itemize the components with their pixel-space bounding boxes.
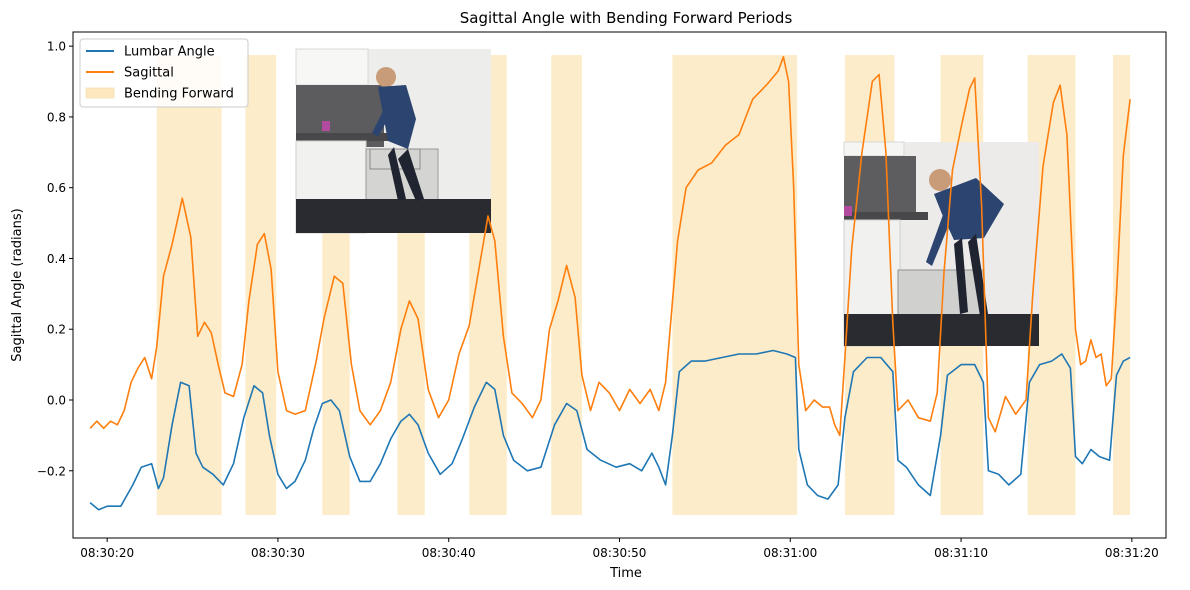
- series-line-sagittal: [89, 56, 1131, 437]
- chart-title: Sagittal Angle with Bending Forward Peri…: [460, 9, 793, 27]
- y-tick-label-6: 1.0: [47, 40, 66, 54]
- x-tick-label-3: 08:30:50: [593, 546, 647, 560]
- y-axis: −0.2 0.0 0.2 0.4 0.6 0.8 1.0: [37, 40, 73, 478]
- x-axis-label: Time: [609, 566, 642, 581]
- y-tick-label-2: 0.2: [47, 323, 66, 337]
- bending-band-10: [1113, 55, 1131, 515]
- legend-swatch-bending: [85, 87, 115, 99]
- legend-label-lumbar: Lumbar Angle: [124, 45, 215, 60]
- x-tick-label-5: 08:31:10: [934, 546, 988, 560]
- y-tick-label-4: 0.6: [47, 181, 66, 195]
- legend-box: [79, 38, 249, 108]
- bending-band-5: [551, 55, 582, 515]
- y-tick-label-0: −0.2: [37, 464, 66, 478]
- x-axis: 08:30:20 08:30:30 08:30:40 08:30:50 08:31:00…: [80, 538, 1159, 560]
- y-tick-label-1: 0.0: [47, 394, 66, 408]
- photo-inset-loading: [295, 48, 491, 234]
- x-tick-label-4: 08:31:00: [763, 546, 817, 560]
- bending-band-6: [672, 55, 798, 515]
- x-tick-label-1: 08:30:30: [251, 546, 305, 560]
- series-lines: [89, 56, 1131, 511]
- x-tick-label-0: 08:30:20: [80, 546, 134, 560]
- x-tick-label-2: 08:30:40: [422, 546, 476, 560]
- legend: Lumbar Angle Sagittal Bending Forward: [79, 38, 249, 108]
- legend-label-sagittal: Sagittal: [124, 66, 174, 81]
- series-line-lumbar-angle: [89, 349, 1131, 511]
- x-tick-label-6: 08:31:20: [1105, 546, 1159, 560]
- y-tick-label-3: 0.4: [47, 252, 66, 266]
- legend-label-bending: Bending Forward: [124, 87, 234, 102]
- y-tick-label-5: 0.8: [47, 110, 66, 124]
- bending-band-0: [156, 55, 222, 515]
- y-axis-label: Sagittal Angle (radians): [10, 208, 25, 361]
